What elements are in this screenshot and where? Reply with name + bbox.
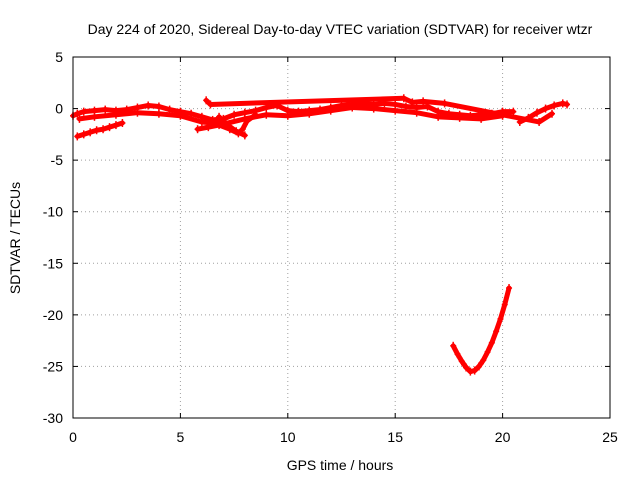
data-segment — [207, 95, 407, 107]
data-segment — [306, 108, 334, 117]
data-segment — [285, 111, 312, 119]
series-early-segment — [74, 119, 126, 141]
y-axis-label: SDTVAR / TECUs — [7, 182, 23, 294]
y-tick-label: -25 — [43, 358, 63, 374]
data-segment — [392, 108, 420, 116]
data-segment — [457, 115, 484, 122]
data-segment — [349, 105, 377, 112]
x-tick-label: 10 — [280, 429, 296, 445]
x-axis-label: GPS time / hours — [287, 457, 394, 473]
plot-border — [72, 56, 611, 419]
data-segment — [536, 111, 555, 125]
y-tick-label: 0 — [55, 101, 63, 117]
y-tick-label: 5 — [55, 49, 63, 65]
data-segment — [420, 98, 448, 106]
data-segment — [156, 111, 183, 119]
x-tick-label: 15 — [387, 429, 403, 445]
x-tick-label: 25 — [602, 429, 618, 445]
series-main-band — [70, 99, 517, 124]
y-tick-label: -15 — [43, 255, 63, 271]
y-tick-label: -20 — [43, 307, 63, 323]
data-segment — [414, 110, 441, 120]
data-segment — [328, 105, 355, 114]
series-short-spikes — [203, 94, 556, 126]
chart-title: Day 224 of 2020, Sidereal Day-to-day VTE… — [88, 21, 593, 37]
y-tick-label: -5 — [51, 152, 64, 168]
data-segment — [435, 114, 463, 121]
series-layer — [70, 94, 571, 376]
x-tick-label: 20 — [495, 429, 511, 445]
series-outlier-arc — [450, 284, 513, 376]
x-tick-label: 5 — [177, 429, 185, 445]
data-segment — [244, 112, 259, 124]
x-tick-label: 0 — [69, 429, 77, 445]
data-segment — [263, 112, 291, 119]
data-segment — [91, 112, 119, 120]
data-segment — [371, 106, 398, 114]
y-tick-label: -10 — [43, 204, 63, 220]
data-segment — [177, 113, 205, 125]
data-segment — [134, 110, 162, 117]
series-second-arc — [216, 112, 248, 140]
y-tick-label: -30 — [43, 410, 63, 426]
data-segment — [113, 110, 140, 118]
data-segment — [442, 100, 542, 125]
tick-layer: 0 5 10 15 20 25 5 0 -5 -10 -15 -20 -25 -30 — [43, 49, 618, 445]
